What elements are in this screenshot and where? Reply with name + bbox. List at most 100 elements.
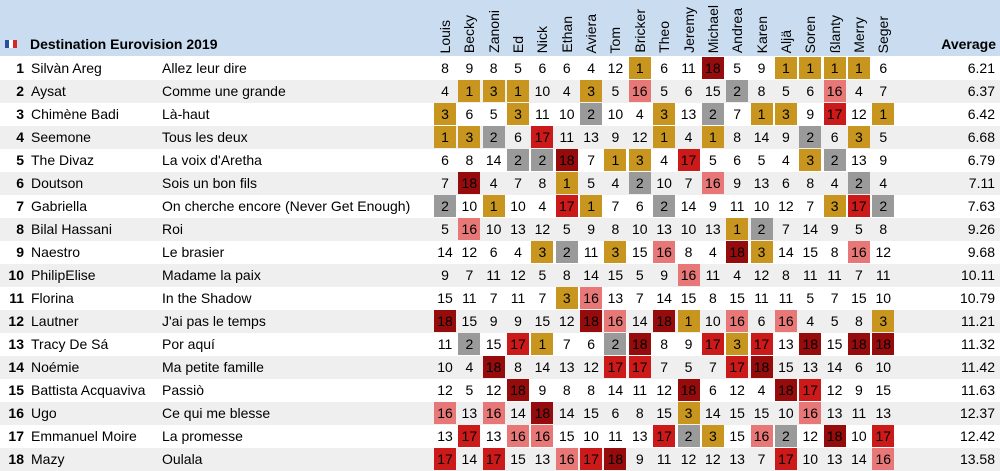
score-cell: 3 xyxy=(750,241,773,263)
score-cell: 3 xyxy=(482,80,505,102)
score-cell: 16 xyxy=(507,425,530,447)
score-cell: 9 xyxy=(684,336,693,352)
score-cell: 6 xyxy=(635,198,644,214)
score-cell: 14 xyxy=(607,382,624,398)
score-cell: 10 xyxy=(558,106,575,122)
juror-name: Theo xyxy=(656,21,673,53)
score-cell: 8 xyxy=(587,382,595,398)
average-cell: 6.79 xyxy=(967,152,995,168)
score-cell: 1 xyxy=(555,172,578,194)
juror-name: Tom xyxy=(607,26,624,53)
juror-name: Ed xyxy=(510,35,527,53)
score-cell: 12 xyxy=(558,313,575,329)
score-cell: 12 xyxy=(583,359,599,375)
score-cell: 1 xyxy=(750,103,773,125)
score-cell: 7 xyxy=(708,359,717,375)
score-cell: 4 xyxy=(514,244,522,260)
score-cell: 15 xyxy=(851,290,867,306)
score-cell: 7 xyxy=(830,290,839,306)
score-cell: 9 xyxy=(660,267,669,283)
score-cell: 12 xyxy=(534,221,551,237)
table-row: 16 Ugo Ce qui me blesse 16 13 16 14 18 14 15 6 8 15 3… xyxy=(0,402,1000,425)
score-cell: 15 xyxy=(607,267,624,283)
song-cell: Allez leur dire xyxy=(162,60,247,76)
score-cell: 16 xyxy=(872,448,895,470)
score-cell: 17 xyxy=(774,448,797,470)
score-cell: 17 xyxy=(823,103,846,125)
score-cell: 18 xyxy=(847,333,870,355)
artist-cell: Seemone xyxy=(31,129,91,145)
artist-cell: PhilipElise xyxy=(31,267,96,283)
score-cell: 17 xyxy=(653,425,676,447)
score-cell: 10 xyxy=(802,451,819,467)
juror-header: Karen xyxy=(751,0,773,56)
score-cell: 18 xyxy=(482,356,505,378)
score-cell: 15 xyxy=(753,405,770,421)
score-cell: 6 xyxy=(781,175,790,191)
artist-cell: Lautner xyxy=(31,313,79,329)
score-cell: 4 xyxy=(465,359,474,375)
juror-name: Seger xyxy=(875,15,892,53)
juror-header: Merry xyxy=(848,0,870,56)
score-cell: 18 xyxy=(507,379,530,401)
score-cell: 4 xyxy=(684,129,693,145)
score-cell: 4 xyxy=(855,83,863,99)
score-cell: 11 xyxy=(827,267,842,283)
score-cell: 12 xyxy=(851,106,867,122)
score-cell: 11 xyxy=(705,267,721,283)
juror-name: Andrea xyxy=(729,7,746,53)
score-cell: 15 xyxy=(875,382,892,398)
score-cell: 18 xyxy=(458,172,481,194)
score-cell: 13 xyxy=(705,221,721,237)
score-cell: 3 xyxy=(872,310,895,332)
score-cell: 7 xyxy=(562,336,571,352)
juror-header: Becky xyxy=(458,0,480,56)
score-cell: 15 xyxy=(437,290,453,306)
score-cell: 13 xyxy=(729,451,745,467)
score-cell: 11 xyxy=(510,290,526,306)
song-cell: In the Shadow xyxy=(162,290,252,306)
score-cell: 9 xyxy=(489,313,498,329)
song-cell: Passiò xyxy=(162,382,205,398)
artist-cell: Battista Acquaviva xyxy=(31,382,146,398)
score-cell: 7 xyxy=(611,198,620,214)
score-cell: 5 xyxy=(757,152,766,168)
score-cell: 10 xyxy=(534,83,551,99)
rank-cell: 16 xyxy=(8,405,24,421)
score-cell: 4 xyxy=(538,198,547,214)
score-cell: 5 xyxy=(733,60,742,76)
juror-header: Ethan xyxy=(556,0,578,56)
score-cell: 7 xyxy=(733,106,742,122)
score-cell: 11 xyxy=(462,290,477,306)
score-cell: 15 xyxy=(656,405,672,421)
score-cell: 15 xyxy=(729,405,745,421)
juror-name: Jeremy xyxy=(680,7,697,53)
score-cell: 16 xyxy=(677,264,700,286)
score-cell: 7 xyxy=(855,267,863,283)
score-cell: 14 xyxy=(485,152,502,168)
score-cell: 8 xyxy=(781,267,790,283)
score-cell: 16 xyxy=(555,448,578,470)
score-cell: 4 xyxy=(708,244,717,260)
score-cell: 6 xyxy=(465,106,474,122)
score-cell: 6 xyxy=(587,336,595,352)
score-cell: 11 xyxy=(583,244,599,260)
score-cell: 14 xyxy=(461,451,478,467)
score-cell: 11 xyxy=(632,382,648,398)
juror-header: Theo xyxy=(653,0,675,56)
score-cell: 3 xyxy=(531,241,554,263)
score-cell: 15 xyxy=(778,359,794,375)
score-cell: 8 xyxy=(465,152,474,168)
score-cell: 6 xyxy=(733,152,742,168)
score-cell: 4 xyxy=(489,175,498,191)
juror-header: Michael xyxy=(702,0,724,56)
score-cell: 13 xyxy=(558,359,575,375)
juror-header: ßlanty xyxy=(824,0,846,56)
rank-cell: 11 xyxy=(9,290,24,306)
score-cell: 8 xyxy=(660,336,669,352)
score-cell: 1 xyxy=(580,195,603,217)
score-cell: 12 xyxy=(826,382,843,398)
score-cell: 7 xyxy=(781,221,790,237)
song-cell: Là-haut xyxy=(162,106,210,122)
score-cell: 14 xyxy=(534,359,551,375)
